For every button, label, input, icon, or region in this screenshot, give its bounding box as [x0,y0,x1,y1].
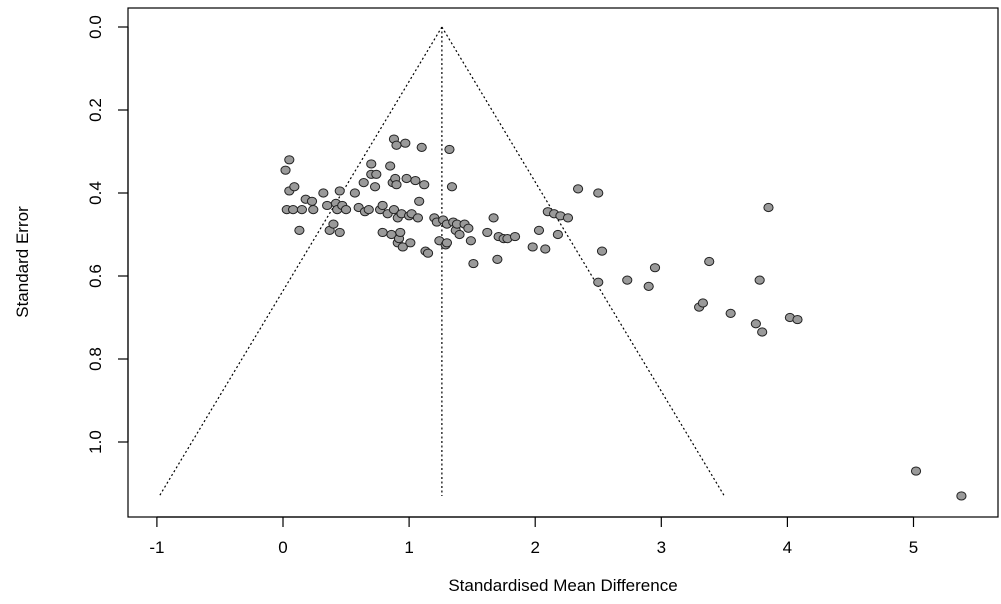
x-tick-label-4: 3 [657,538,666,557]
data-point-73 [454,229,465,240]
data-point-50 [401,173,412,184]
data-point-101 [697,298,709,308]
funnel-left-boundary [158,26,443,497]
data-point-90 [552,229,563,240]
data-point-110 [910,466,922,476]
data-point-26 [363,205,374,215]
y-axis: 0.0 0.2 0.4 0.6 0.8 1.0 [86,15,129,454]
data-point-20 [340,205,352,215]
y-tick-label-4: 0.8 [86,347,105,371]
data-point-32 [377,200,388,211]
data-point-75 [463,223,474,233]
data-point-29 [369,182,381,192]
data-point-107 [763,202,774,213]
data-point-102 [704,256,715,267]
data-point-13 [322,200,333,211]
data-point-15 [328,219,339,229]
x-tick-label-0: -1 [149,538,164,557]
data-point-60 [422,248,434,258]
data-point-8 [296,205,308,215]
data-point-33 [377,227,388,238]
data-point-96 [596,246,608,256]
data-point-97 [622,275,633,285]
x-tick-label-5: 4 [783,538,792,557]
data-point-98 [643,281,654,291]
x-axis: -1 0 1 2 3 4 5 [149,516,918,557]
data-point-24 [358,178,369,188]
y-tick-label-5: 1.0 [86,430,105,454]
data-point-42 [391,140,402,150]
data-point-80 [492,254,503,264]
data-point-77 [468,258,479,269]
data-point-105 [754,275,765,285]
x-tick-label-1: 0 [278,538,287,557]
data-point-84 [509,231,521,242]
y-tick-label-3: 0.6 [86,264,105,288]
data-point-27 [366,159,377,169]
data-point-103 [725,308,736,318]
x-axis-title: Standardised Mean Difference [448,576,677,595]
data-point-41 [391,180,402,190]
data-point-93 [572,184,584,194]
data-point-4 [289,182,300,192]
y-tick-label-2: 0.4 [86,181,105,205]
data-point-30 [371,169,382,179]
x-tick-label-6: 5 [909,538,918,557]
data-point-52 [405,238,416,248]
data-point-56 [414,196,425,206]
data-point-94 [593,188,604,198]
y-tick-label-0: 0.0 [86,15,105,39]
y-axis-title: Standard Error [13,206,32,318]
data-point-57 [416,142,427,152]
data-point-10 [306,196,318,206]
data-point-35 [385,161,396,171]
data-point-58 [419,180,430,190]
data-point-66 [441,238,453,248]
data-point-92 [562,213,574,223]
data-point-106 [757,327,768,337]
data-point-18 [334,186,345,196]
data-point-69 [446,182,458,192]
data-point-1 [280,165,291,175]
data-point-87 [540,244,551,254]
data-point-48 [397,242,408,252]
data-point-111 [956,491,967,501]
data-point-109 [792,314,803,325]
plot-frame [127,7,999,518]
data-point-6 [287,205,299,215]
data-point-54 [410,175,421,186]
data-point-22 [349,188,360,198]
data-point-85 [527,242,538,252]
data-point-55 [412,213,424,223]
funnel-lines [158,26,725,497]
data-point-46 [395,227,406,238]
data-point-7 [294,225,305,235]
data-point-104 [750,319,761,329]
x-tick-label-2: 1 [404,538,413,557]
data-point-49 [400,138,411,148]
data-point-86 [533,225,545,235]
data-point-79 [488,213,499,223]
data-point-78 [482,227,493,238]
data-point-76 [465,236,476,246]
data-point-68 [444,144,455,155]
data-point-95 [593,277,604,287]
funnel-right-boundary [441,26,725,497]
data-point-99 [649,263,661,273]
data-point-39 [388,205,400,215]
data-points [280,134,967,501]
data-point-2 [284,155,295,165]
data-point-12 [318,188,329,198]
data-point-11 [308,205,319,215]
x-tick-label-3: 2 [530,538,539,557]
data-point-21 [334,227,345,238]
y-tick-label-1: 0.2 [86,98,105,122]
